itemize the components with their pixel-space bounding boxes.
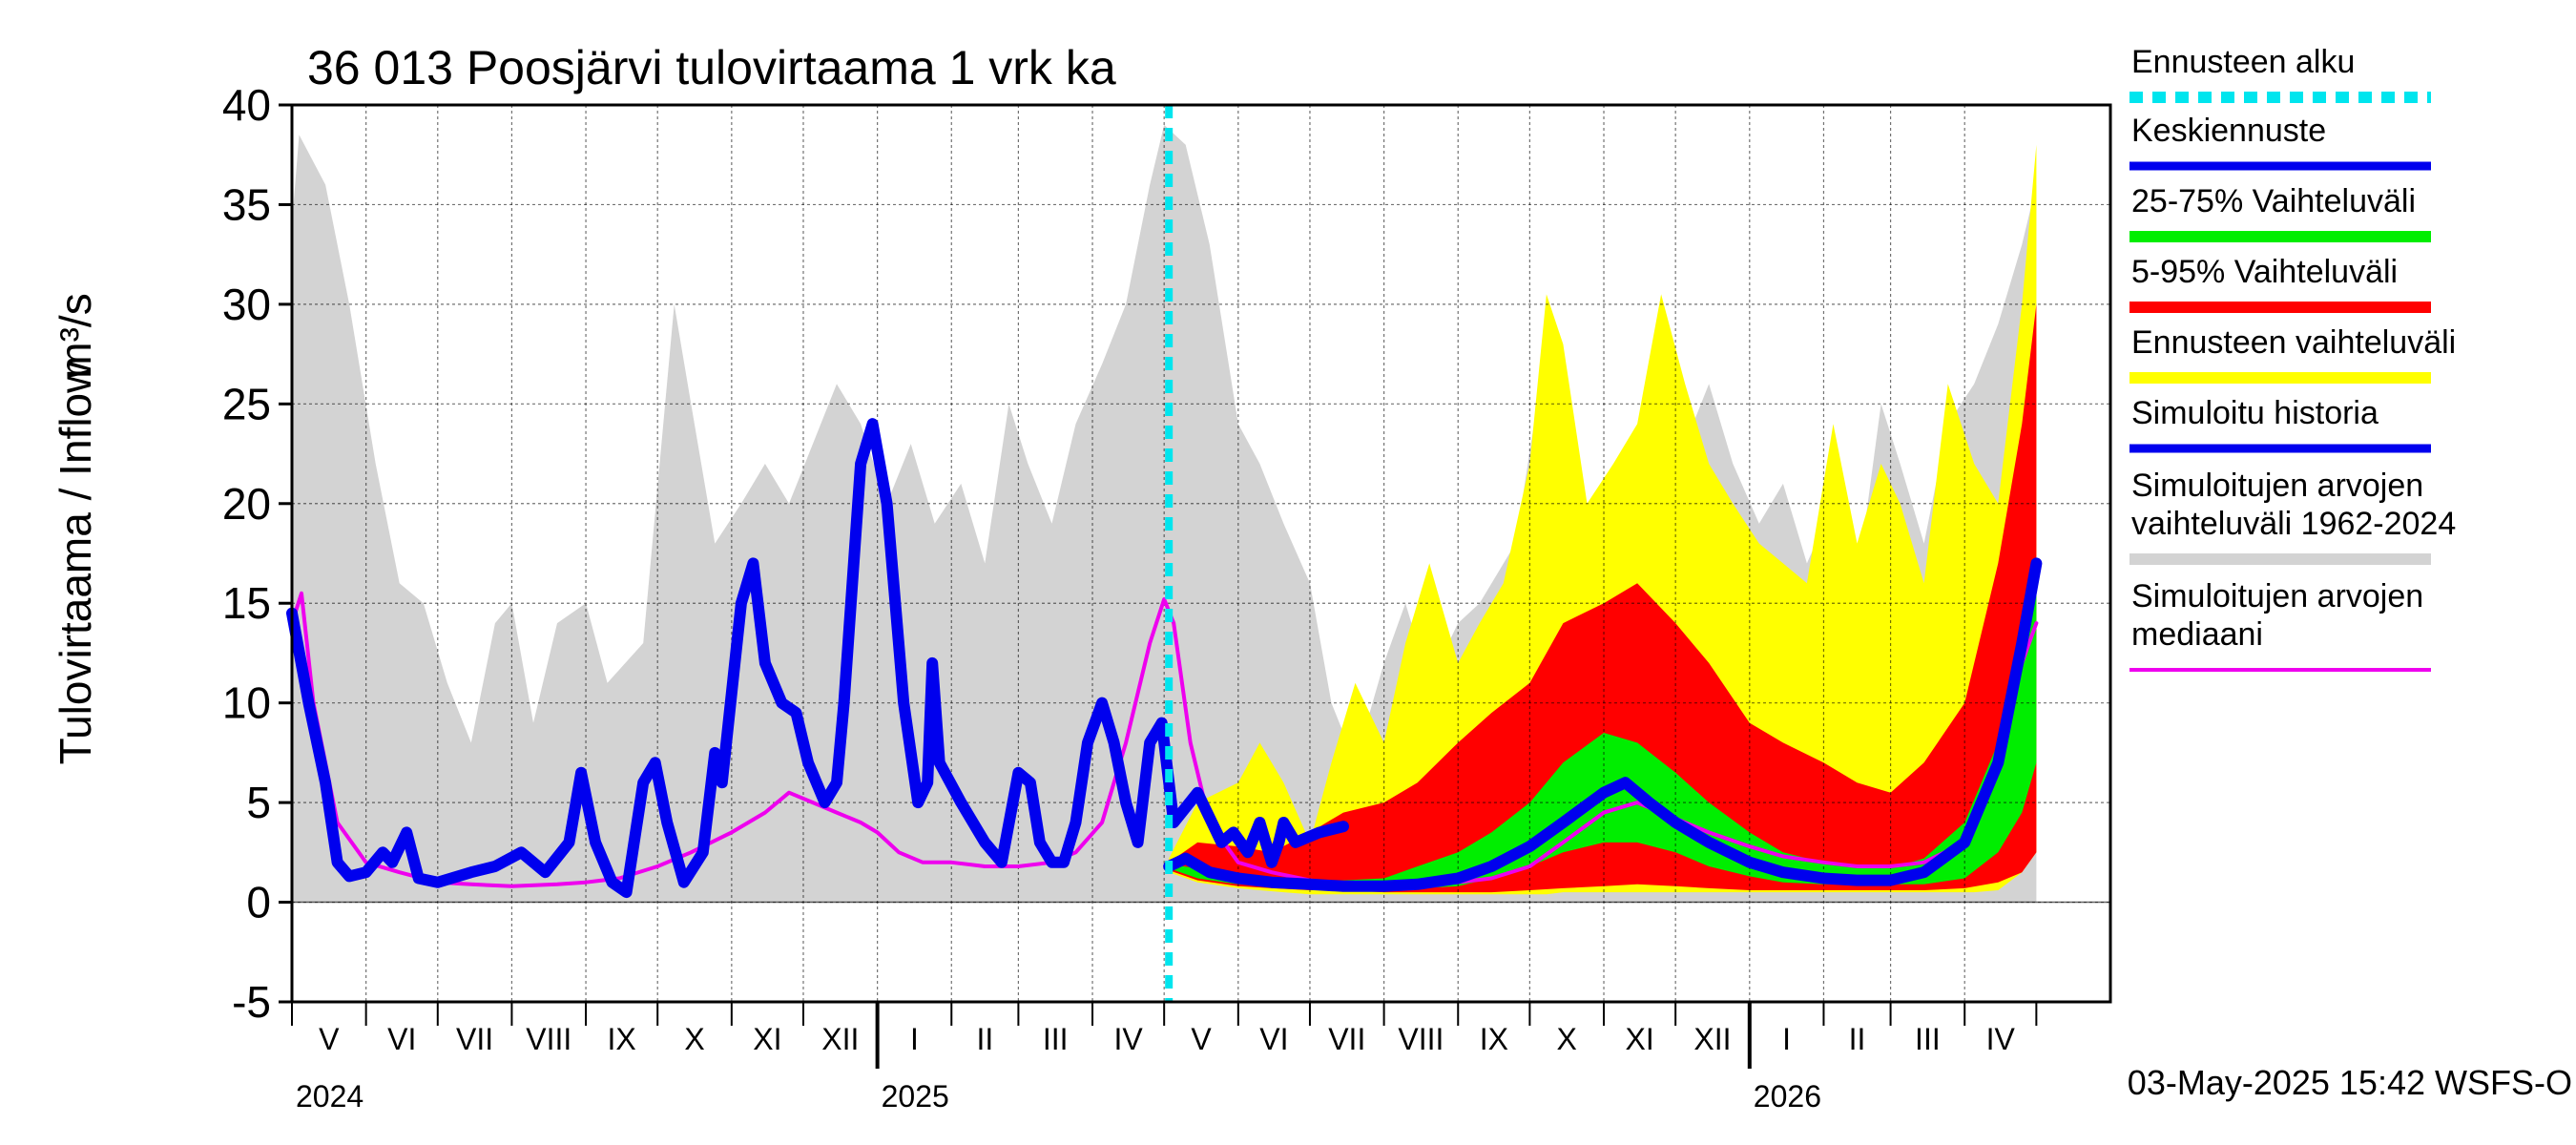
x-tick-label: IX [608,1022,636,1056]
x-year-label: 2025 [882,1079,949,1114]
y-tick-label: 30 [222,280,271,329]
x-tick-label: II [976,1022,993,1056]
y-tick-label: 40 [222,80,271,130]
x-tick-label: VIII [526,1022,571,1056]
y-tick-label: 25 [222,379,271,428]
legend-label: Simuloitu historia [2131,395,2379,431]
x-tick-label: III [1043,1022,1069,1056]
x-tick-label: II [1849,1022,1866,1056]
y-axis-unit: m³/s [51,293,100,378]
y-tick-label: 5 [246,778,271,827]
lines-layer [286,418,2043,899]
x-year-label: 2026 [1754,1079,1821,1114]
y-tick-label: 20 [222,479,271,529]
x-tick-label: IX [1480,1022,1508,1056]
legend-label: 25-75% Vaihteluväli [2131,183,2416,219]
band-ennusteen-vaihteluvali [1169,144,2037,895]
legend-label: vaihteluväli 1962-2024 [2131,506,2456,542]
x-tick-label: X [684,1022,704,1056]
legend-label: Keskiennuste [2131,113,2326,149]
x-tick-label: III [1915,1022,1941,1056]
legend: Ennusteen alku Keskiennuste 25-75% Vaihtel… [2129,44,2456,672]
legend-label: Simuloitujen arvojen [2131,468,2423,504]
plot-area [286,103,2112,1004]
x-axis: V VI VII VIII IX X XI XII I II III IV V VI VII VIII IX X X… [291,1002,2038,1114]
x-tick-label: XII [1693,1022,1731,1056]
x-tick-label: I [910,1022,919,1056]
y-tick-label: 35 [222,179,271,229]
legend-label: 5-95% Vaihteluväli [2131,254,2398,290]
y-axis-label: Tulovirtaama / Inflow [51,361,100,764]
y-axis: -5 0 5 10 15 20 25 30 35 40 [222,80,292,1027]
y-tick-label: 15 [222,578,271,628]
x-tick-label: VII [1328,1022,1365,1056]
x-tick-label: VI [1259,1022,1288,1056]
legend-label: Ennusteen alku [2131,44,2355,80]
line-simuloitujen-arvojen-mediaani [290,591,2039,888]
x-tick-label: VIII [1398,1022,1444,1056]
x-tick-label: V [1191,1022,1212,1056]
x-tick-label: I [1782,1022,1791,1056]
x-tick-label: XI [753,1022,781,1056]
y-tick-label: 0 [246,878,271,927]
x-year-label: 2024 [296,1079,364,1114]
x-tick-label: IV [1986,1022,2016,1056]
x-tick-label: IV [1113,1022,1143,1056]
x-tick-label: V [319,1022,340,1056]
legend-label: Simuloitujen arvojen [2131,578,2423,614]
timestamp: 03-May-2025 15:42 WSFS-O [2128,1063,2572,1102]
grid-layer [292,104,2110,1003]
x-tick-label: VII [456,1022,493,1056]
y-tick-label: -5 [232,977,271,1027]
line-simuloitu-historia [286,418,1349,899]
y-tick-label: 10 [222,678,271,728]
x-tick-label: VI [387,1022,416,1056]
line-keskiennuste [1163,557,2043,892]
plot-frame [290,103,2112,1004]
legend-label: mediaani [2131,616,2263,653]
legend-label: Ennusteen vaihteluväli [2131,324,2456,361]
x-tick-label: X [1557,1022,1577,1056]
x-tick-label: XII [821,1022,859,1056]
chart-title: 36 013 Poosjärvi tulovirtaama 1 vrk ka [307,41,1116,94]
x-tick-label: XI [1625,1022,1653,1056]
